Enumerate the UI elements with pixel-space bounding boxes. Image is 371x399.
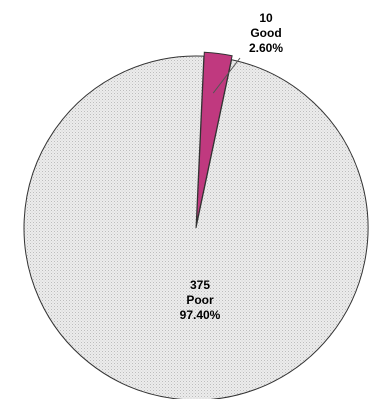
good-slice-label: 10 Good 2.60% <box>249 11 283 55</box>
good-percent-label: 2.60% <box>249 41 283 55</box>
pie-slice-poor <box>23 55 369 399</box>
pie-slices <box>23 51 369 399</box>
good-leader-line <box>212 57 241 94</box>
pie-slice-good <box>196 51 233 225</box>
poor-percent-label: 97.40% <box>180 308 221 322</box>
poor-count-label: 375 <box>190 278 210 292</box>
poor-slice-label: 375 Poor 97.40% <box>180 278 221 322</box>
poor-name-label: Poor <box>186 293 214 307</box>
good-name-label: Good <box>250 26 281 40</box>
good-count-label: 10 <box>259 11 273 25</box>
